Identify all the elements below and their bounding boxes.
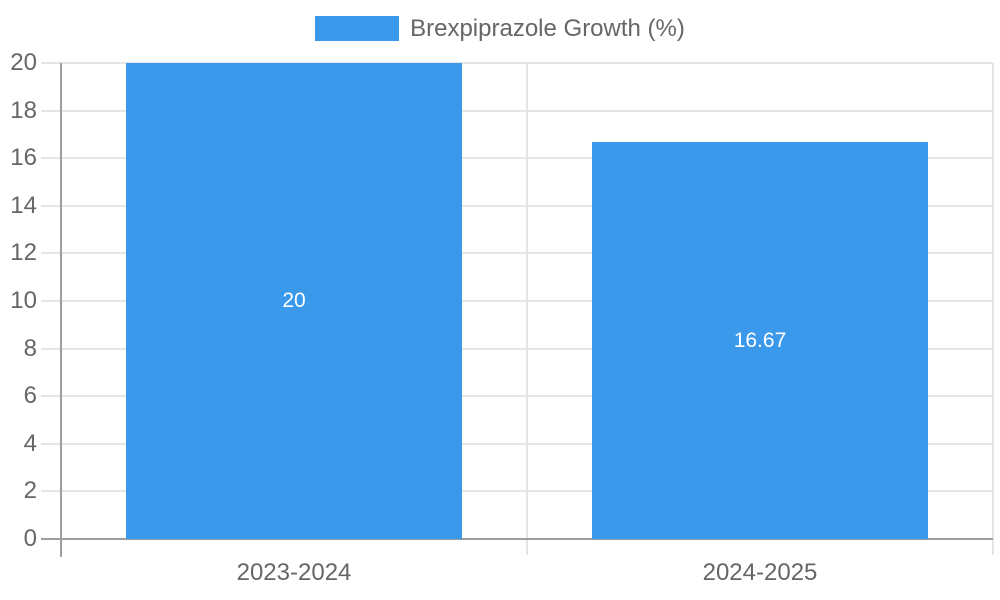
bar-value-label: 16.67 bbox=[733, 328, 787, 352]
gridline-h bbox=[41, 204, 993, 207]
legend-swatch bbox=[315, 16, 400, 41]
x-axis-line bbox=[41, 538, 993, 540]
y-tick-label: 10 bbox=[10, 287, 37, 314]
y-tick-label: 12 bbox=[10, 239, 37, 267]
gridline-h bbox=[41, 252, 993, 255]
y-tick-label: 6 bbox=[23, 382, 37, 410]
gridline-h bbox=[41, 395, 993, 398]
y-tick-label: 4 bbox=[23, 429, 37, 457]
bar bbox=[592, 142, 928, 539]
gridline-h bbox=[41, 62, 993, 64]
x-tick-label: 2024-2025 bbox=[702, 559, 818, 586]
y-axis-line bbox=[60, 63, 62, 557]
gridline-h bbox=[41, 300, 993, 302]
y-tick-label: 20 bbox=[10, 49, 37, 76]
gridline-v bbox=[526, 63, 528, 555]
y-tick-label: 14 bbox=[10, 191, 37, 219]
y-tick-label: 2 bbox=[23, 477, 37, 505]
legend[interactable]: Brexpiprazole Growth (%) bbox=[0, 16, 1000, 41]
legend-label: Brexpiprazole Growth (%) bbox=[410, 15, 685, 42]
x-tick-label: 2023-2024 bbox=[236, 559, 352, 586]
gridline-h bbox=[41, 109, 993, 112]
y-tick-label: 18 bbox=[10, 96, 37, 124]
gridline-h bbox=[41, 157, 993, 160]
gridline-h bbox=[41, 347, 993, 350]
bar-value-label: 20 bbox=[282, 289, 306, 312]
y-tick-label: 0 bbox=[23, 525, 37, 552]
bar bbox=[126, 63, 462, 539]
gridline-h bbox=[41, 490, 993, 493]
gridline-v bbox=[992, 63, 994, 555]
y-tick-label: 8 bbox=[23, 334, 37, 362]
gridline-h bbox=[41, 442, 993, 445]
y-tick-label: 16 bbox=[10, 144, 37, 172]
